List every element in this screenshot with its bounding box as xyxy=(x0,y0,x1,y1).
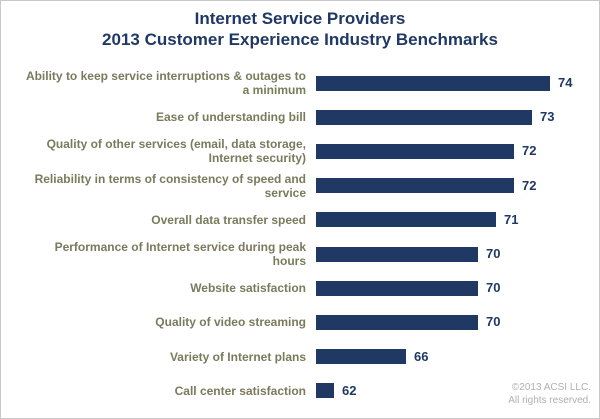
category-label: Quality of other services (email, data s… xyxy=(46,137,306,166)
copyright: All rights reserved. xyxy=(508,395,591,406)
category-label: Ability to keep service interruptions & … xyxy=(25,69,306,97)
category-label: Performance of Internet service during p… xyxy=(54,240,306,268)
bar xyxy=(316,280,478,296)
bar xyxy=(316,314,478,330)
category-label: Reliability in terms of consistency of s… xyxy=(34,171,306,200)
bar xyxy=(316,383,334,399)
category-label: Call center satisfaction xyxy=(174,383,306,398)
bar xyxy=(316,75,550,91)
value-label: 70 xyxy=(486,280,501,296)
bar xyxy=(316,349,406,365)
chart-title: Internet Service Providers xyxy=(194,9,406,28)
bar xyxy=(316,246,478,262)
value-label: 62 xyxy=(342,382,357,398)
value-label: 72 xyxy=(522,177,537,193)
chart-subtitle: 2013 Customer Experience Industry Benchm… xyxy=(102,30,498,49)
value-label: 70 xyxy=(486,314,501,330)
copyright: ©2013 ACSI LLC. xyxy=(511,382,591,393)
bar xyxy=(316,109,532,125)
bar xyxy=(316,143,514,159)
value-label: 71 xyxy=(504,211,519,227)
category-label: Website satisfaction xyxy=(190,281,306,296)
category-label: Quality of video streaming xyxy=(155,315,306,330)
category-label: Overall data transfer speed xyxy=(151,212,306,227)
value-label: 72 xyxy=(522,143,537,159)
value-label: 66 xyxy=(414,348,429,364)
bar xyxy=(316,212,496,228)
category-label: Variety of Internet plans xyxy=(169,349,306,364)
value-label: 74 xyxy=(558,75,573,90)
category-label: Ease of understanding bill xyxy=(155,110,306,125)
bar xyxy=(316,178,514,194)
value-label: 73 xyxy=(540,109,555,125)
value-label: 70 xyxy=(486,246,501,261)
